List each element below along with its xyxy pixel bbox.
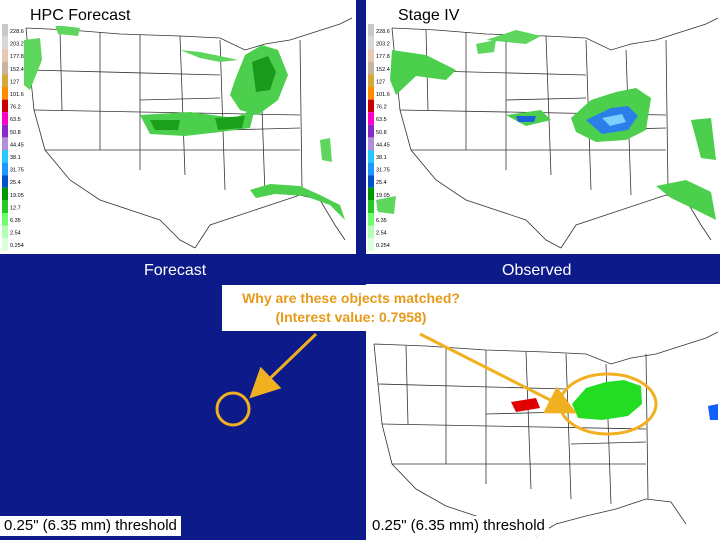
colorbar-tick-label: 6.35 xyxy=(10,218,21,224)
colorbar-tick-label: 44.45 xyxy=(376,142,390,148)
colorbar-tick-label: 101.6 xyxy=(10,92,24,98)
colorbar-tick-label: 63.5 xyxy=(376,117,387,123)
colorbar-swatch xyxy=(2,49,8,62)
colorbar-swatch xyxy=(2,61,8,75)
colorbar-tick-label: 25.4 xyxy=(10,180,21,186)
forecast-precip-areas xyxy=(24,25,345,220)
colorbar-swatch xyxy=(368,162,374,176)
colorbar-swatch xyxy=(368,124,374,138)
colorbar-tick-label: 127 xyxy=(376,79,385,85)
colorbar-tick-label: 12.7 xyxy=(10,205,21,211)
colorbar-swatch xyxy=(2,99,8,113)
colorbar-tick-label: 50.8 xyxy=(10,130,21,136)
match-question-callout: Why are these objects matched? (Interest… xyxy=(222,285,480,331)
colorbar-tick-label: 0.254 xyxy=(376,243,390,249)
matched-observed-object xyxy=(572,380,642,420)
colorbar-tick-label: 228.6 xyxy=(10,29,24,35)
colorbar-tick-label: 101.6 xyxy=(376,92,390,98)
colorbar-tick-label: 63.5 xyxy=(10,117,21,123)
colorbar-swatch xyxy=(2,200,8,213)
colorbar-swatch xyxy=(368,49,374,62)
callout-interest-value: (Interest value: 0.7958) xyxy=(275,309,427,325)
colorbar-tick-label: 152.4 xyxy=(10,67,24,73)
colorbar-tick-label: 38.1 xyxy=(376,155,387,161)
colorbar-tick-label: 38.1 xyxy=(10,155,21,161)
colorbar-swatch xyxy=(2,150,8,163)
colorbar-tick-label: 2.54 xyxy=(10,231,21,237)
observed-label: Observed xyxy=(502,262,572,279)
colorbar-swatch xyxy=(2,187,8,201)
colorbar-swatch xyxy=(368,238,374,251)
colorbar-swatch xyxy=(2,36,8,50)
colorbar-tick-label: 44.45 xyxy=(10,142,24,148)
colorbar-swatch xyxy=(368,137,374,150)
colorbar-tick-label: 31.75 xyxy=(376,168,390,174)
colorbar-swatch xyxy=(368,200,374,213)
colorbar-swatch xyxy=(368,150,374,163)
panel-title-stage-iv: Stage IV xyxy=(392,6,466,26)
colorbar-swatch xyxy=(2,162,8,176)
colorbar-swatch xyxy=(2,238,8,251)
colorbar-tick-label: 203.2 xyxy=(376,42,390,48)
callout-question: Why are these objects matched? xyxy=(242,290,460,306)
colorbar-tick-label: 228.6 xyxy=(376,29,390,35)
observed-precip-areas xyxy=(376,30,716,220)
colorbar-tick-label: 19.05 xyxy=(376,193,390,199)
threshold-label-left: 0.25" (6.35 mm) threshold xyxy=(0,516,181,536)
colorbar-tick-label: 31.75 xyxy=(10,168,24,174)
observed-object-ellipse xyxy=(558,372,658,436)
colorbar-tick-label: 6.35 xyxy=(376,218,387,224)
colorbar-tick-label: 0.254 xyxy=(10,243,24,249)
hpc-forecast-panel: 228.6 203.2 177.8 152.4 127 101.6 76.2 63.5 50.8… xyxy=(0,0,356,254)
colorbar-tick-label: 177.8 xyxy=(10,54,24,60)
colorbar-tick-label: 152.4 xyxy=(376,67,390,73)
colorbar-swatch xyxy=(368,225,374,239)
colorbar-swatch xyxy=(2,112,8,125)
colorbar-swatch xyxy=(2,74,8,87)
colorbar-swatch xyxy=(2,24,8,37)
colorbar-swatch xyxy=(2,124,8,138)
colorbar-swatch xyxy=(368,87,374,100)
colorbar-tick-label: 127 xyxy=(10,79,19,85)
colorbar-swatch xyxy=(368,36,374,50)
colorbar-tick-label: 76.2 xyxy=(10,105,21,111)
forecast-location-circle xyxy=(215,391,251,427)
colorbar-tick-label: 203.2 xyxy=(10,42,24,48)
colorbar-swatch xyxy=(368,74,374,87)
colorbar-tick-label: 50.8 xyxy=(376,130,387,136)
other-observed-object xyxy=(511,398,540,412)
forecast-label: Forecast xyxy=(144,262,207,279)
colorbar-tick-label: 25.4 xyxy=(376,180,387,186)
colorbar-swatch xyxy=(2,137,8,150)
colorbar-swatch xyxy=(368,187,374,201)
colorbar-swatch xyxy=(368,61,374,75)
threshold-label-right: 0.25" (6.35 mm) threshold xyxy=(368,516,549,536)
colorbar-swatch xyxy=(368,112,374,125)
colorbar-swatch xyxy=(368,175,374,188)
colorbar-tick-label: 2.54 xyxy=(376,231,387,237)
stage-iv-panel: 228.6 203.2 177.8 152.4 127 101.6 76.2 63.5 50.8… xyxy=(366,0,720,254)
colorbar-swatch xyxy=(2,175,8,188)
us-state-borders xyxy=(373,331,719,537)
panel-title-hpc-forecast: HPC Forecast xyxy=(24,6,137,26)
colorbar-swatch xyxy=(368,213,374,226)
arrow-to-observed-object xyxy=(419,332,577,414)
observed-objects-map xyxy=(373,331,719,537)
colorbar: 228.6 203.2 177.8 152.4 127 101.6 76.2 63.5 50.8… xyxy=(2,24,24,251)
colorbar-tick-label: 19.05 xyxy=(10,193,24,199)
colorbar-swatch xyxy=(2,87,8,100)
colorbar-swatch xyxy=(368,99,374,113)
colorbar-tick-label: 76.2 xyxy=(376,105,387,111)
colorbar-swatch xyxy=(2,225,8,239)
colorbar-swatch xyxy=(2,213,8,226)
hpc-forecast-map: 228.6 203.2 177.8 152.4 127 101.6 76.2 63.5 50.8… xyxy=(2,17,353,251)
edge-observed-object xyxy=(708,404,718,420)
colorbar-swatch xyxy=(368,24,374,37)
colorbar-tick-label: 177.8 xyxy=(376,54,390,60)
us-state-borders xyxy=(25,17,353,249)
arrow-to-forecast-location xyxy=(249,332,318,399)
stage-iv-map: 228.6 203.2 177.8 152.4 127 101.6 76.2 63.5 50.8… xyxy=(368,17,719,251)
